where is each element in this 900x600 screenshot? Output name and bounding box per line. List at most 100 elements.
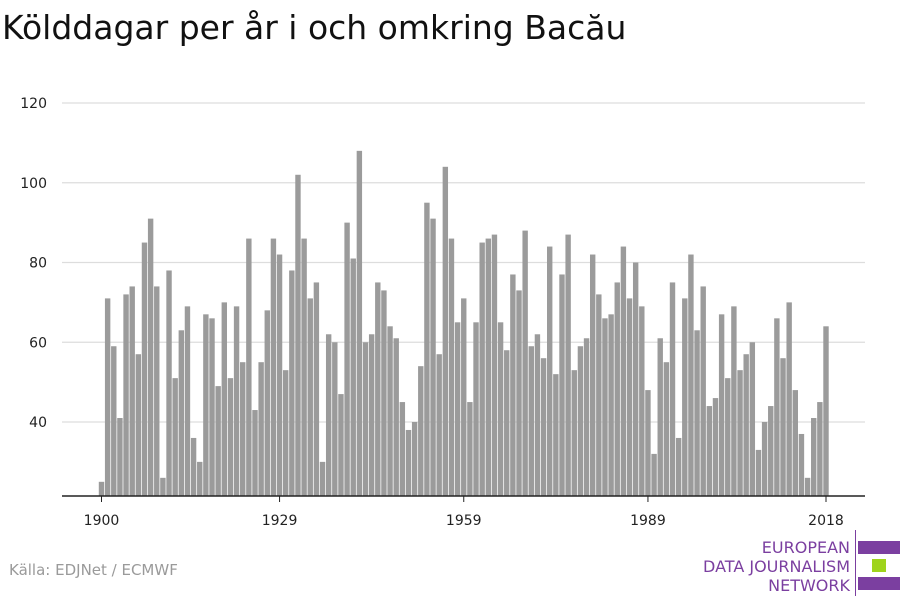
logo-divider [855, 530, 856, 596]
bar-1958 [454, 322, 461, 496]
x-tick-label: 2018 [808, 513, 844, 529]
bar-2015 [804, 477, 811, 496]
bar-2006 [749, 342, 756, 496]
bar-1993 [669, 282, 676, 496]
bar-1924 [246, 238, 252, 496]
bar-1987 [632, 262, 639, 496]
logo-text-data-journalism: DATA JOURNALISM [703, 557, 850, 576]
bar-1928 [270, 238, 277, 496]
bar-1951 [411, 422, 418, 496]
bar-1921 [227, 378, 234, 496]
bar-1988 [639, 306, 645, 496]
bar-1911 [166, 270, 172, 496]
bar-1909 [154, 286, 160, 496]
bar-2003 [731, 306, 737, 496]
bar-1948 [393, 338, 399, 496]
bar-1919 [215, 386, 221, 496]
bar-1963 [485, 238, 492, 496]
bar-1981 [596, 294, 602, 496]
bar-1939 [338, 394, 344, 496]
logo-bar-purple-top [858, 541, 900, 554]
bars [98, 150, 829, 497]
source-note: Källa: EDJNet / ECMWF [9, 561, 178, 579]
logo-bar-green [872, 559, 886, 572]
bar-2008 [761, 422, 768, 496]
bar-1940 [344, 222, 350, 496]
bar-2013 [792, 390, 799, 496]
bar-2005 [743, 354, 749, 496]
bar-1922 [233, 306, 240, 496]
bar-1990 [651, 453, 657, 496]
bar-1967 [510, 274, 516, 496]
logo-bar-purple-bottom [858, 577, 900, 590]
y-tick-label: 40 [29, 415, 47, 431]
bar-1925 [252, 410, 258, 496]
bar-1970 [528, 346, 534, 496]
bar-1929 [276, 254, 283, 496]
bar-2004 [737, 370, 743, 496]
bar-1978 [577, 346, 584, 496]
bar-1977 [571, 370, 577, 496]
bar-1960 [467, 402, 473, 496]
x-tick-label: 1989 [630, 513, 666, 529]
bar-1961 [473, 322, 479, 496]
bar-1913 [178, 330, 185, 496]
bar-1997 [694, 330, 700, 496]
bar-2016 [811, 418, 817, 496]
bar-1949 [399, 402, 406, 496]
bar-1973 [547, 246, 553, 496]
bar-1976 [565, 234, 571, 496]
bar-1969 [522, 230, 528, 496]
bar-1992 [663, 362, 670, 496]
bar-1974 [553, 374, 559, 496]
bar-1946 [381, 290, 387, 496]
bar-1945 [375, 282, 381, 496]
bar-1953 [424, 202, 430, 496]
y-axis-ticks: 40 60 80 100 120 [20, 96, 47, 431]
chart-title: Kölddagar per år i och omkring Bacău [2, 8, 627, 47]
y-tick-label: 100 [20, 176, 47, 192]
bar-1902 [111, 346, 117, 496]
logo-text-european: EUROPEAN [761, 538, 850, 557]
bar-1991 [657, 338, 663, 496]
x-tick-label: 1900 [84, 513, 120, 529]
bar-1956 [442, 166, 449, 497]
bar-1901 [104, 298, 111, 496]
bar-1959 [461, 298, 467, 496]
bar-1947 [387, 326, 393, 496]
bar-1954 [430, 218, 436, 496]
logo-text-network: NETWORK [768, 576, 850, 595]
bar-1968 [516, 290, 522, 496]
bar-1941 [350, 258, 356, 496]
bar-1926 [258, 362, 264, 496]
bar-1931 [289, 270, 295, 496]
bar-1907 [141, 242, 148, 496]
bar-1914 [184, 306, 191, 496]
bar-1982 [602, 318, 608, 496]
bar-1905 [129, 286, 135, 496]
x-tick-label: 1959 [446, 513, 482, 529]
bar-2010 [774, 318, 780, 496]
bar-1933 [301, 238, 307, 496]
bar-1910 [160, 477, 166, 496]
bar-1989 [645, 390, 651, 496]
bar-1984 [614, 282, 620, 496]
bar-2007 [755, 449, 762, 496]
bar-1942 [356, 150, 363, 496]
bar-1936 [319, 461, 326, 496]
bar-2001 [718, 314, 725, 496]
bar-1943 [362, 342, 369, 496]
bar-1950 [405, 429, 412, 496]
bar-1994 [675, 437, 682, 496]
bar-2002 [725, 378, 731, 496]
bar-1915 [190, 437, 197, 496]
bar-1986 [626, 298, 633, 496]
bar-1962 [479, 242, 485, 496]
bar-1952 [418, 366, 424, 496]
bar-2014 [798, 433, 805, 496]
bar-2011 [780, 358, 786, 496]
y-tick-label: 80 [29, 256, 47, 272]
bar-1966 [504, 350, 510, 496]
bar-1957 [448, 238, 455, 496]
